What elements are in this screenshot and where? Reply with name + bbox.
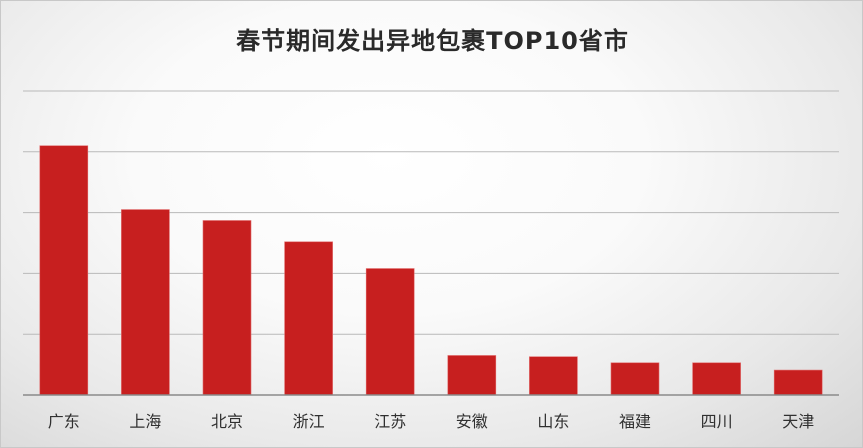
bar-0: [39, 145, 89, 396]
x-tick-label: 江苏: [374, 412, 406, 431]
bar-2: [202, 220, 252, 396]
bar-9: [773, 369, 823, 396]
x-axis-labels: 广东 上海 北京 浙江 江苏 安徽 山东 福建 四川 天津: [48, 412, 814, 431]
x-tick-label: 上海: [129, 412, 161, 431]
x-tick-label: 安徽: [456, 412, 488, 431]
x-tick-label: 天津: [782, 412, 814, 431]
chart-title: 春节期间发出异地包裹TOP10省市: [236, 27, 629, 55]
bar-6: [529, 356, 578, 396]
x-tick-label: 山东: [537, 412, 569, 431]
x-tick-label: 福建: [619, 412, 651, 431]
x-tick-label: 四川: [701, 412, 733, 431]
bar-1: [121, 209, 170, 396]
bar-8: [692, 362, 741, 396]
bar-4: [365, 268, 415, 396]
x-tick-label: 广东: [48, 412, 80, 431]
bar-3: [284, 241, 333, 396]
x-tick-label: 北京: [211, 412, 243, 431]
bars: [39, 145, 823, 396]
x-tick-label: 浙江: [293, 412, 325, 431]
bar-5: [447, 355, 497, 396]
bar-7: [610, 362, 660, 396]
